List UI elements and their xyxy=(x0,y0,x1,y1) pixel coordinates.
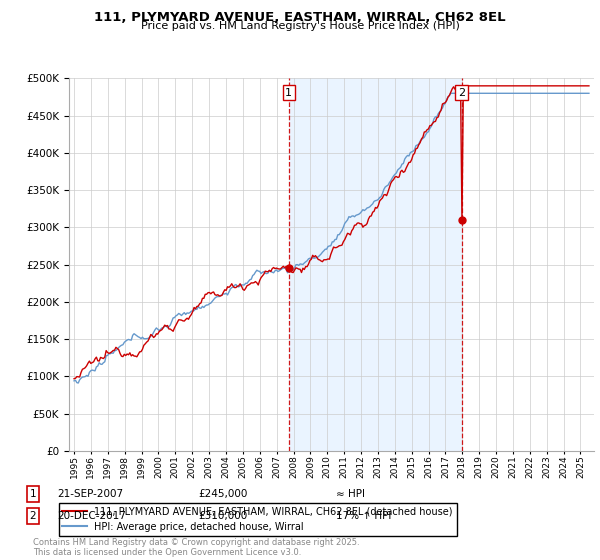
Text: 111, PLYMYARD AVENUE, EASTHAM, WIRRAL, CH62 8EL: 111, PLYMYARD AVENUE, EASTHAM, WIRRAL, C… xyxy=(94,11,506,24)
Text: 17% ↑ HPI: 17% ↑ HPI xyxy=(336,511,391,521)
Legend: 111, PLYMYARD AVENUE, EASTHAM, WIRRAL, CH62 8EL (detached house), HPI: Average p: 111, PLYMYARD AVENUE, EASTHAM, WIRRAL, C… xyxy=(59,503,457,535)
Text: 1: 1 xyxy=(285,88,292,97)
Text: 2: 2 xyxy=(29,511,37,521)
Text: 1: 1 xyxy=(29,489,37,499)
Bar xyxy=(289,78,462,451)
Text: Price paid vs. HM Land Registry's House Price Index (HPI): Price paid vs. HM Land Registry's House … xyxy=(140,21,460,31)
Text: £310,000: £310,000 xyxy=(198,511,247,521)
Text: 2: 2 xyxy=(458,88,466,97)
Text: 20-DEC-2017: 20-DEC-2017 xyxy=(57,511,126,521)
Text: Contains HM Land Registry data © Crown copyright and database right 2025.
This d: Contains HM Land Registry data © Crown c… xyxy=(33,538,359,557)
Text: £245,000: £245,000 xyxy=(198,489,247,499)
Text: 21-SEP-2007: 21-SEP-2007 xyxy=(57,489,123,499)
Text: ≈ HPI: ≈ HPI xyxy=(336,489,365,499)
